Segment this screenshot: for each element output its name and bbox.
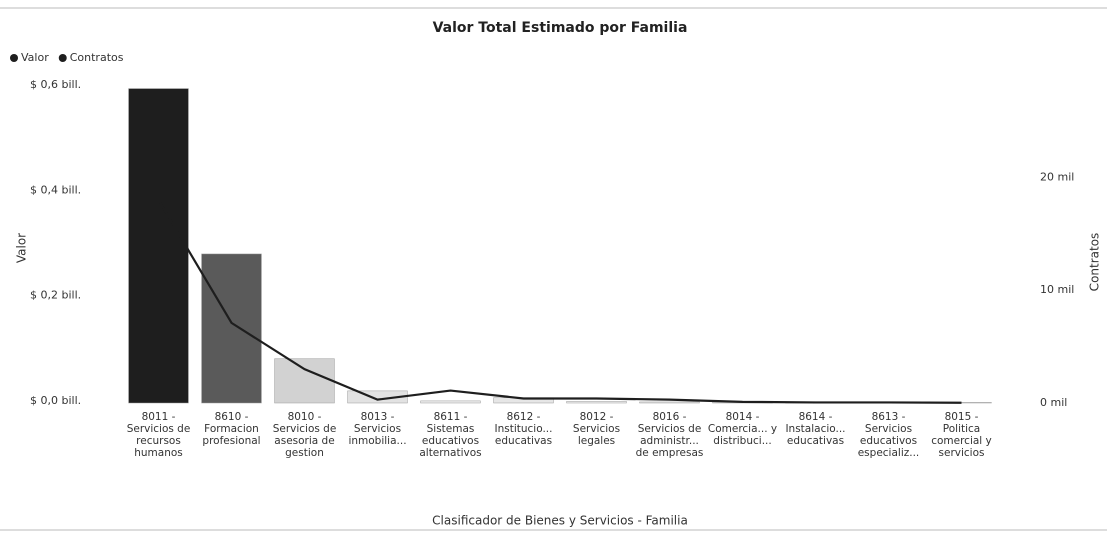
x-tick-label: 8010 - Servicios de asesoria de gestion — [272, 411, 337, 459]
y-tick-label: $ 0,4 bill. — [30, 183, 81, 196]
x-tick-label: 8614 - Instalacio... educativas — [785, 411, 846, 447]
x-axis-title: Clasificador de Bienes y Servicios - Fam… — [432, 514, 688, 528]
bar — [420, 400, 481, 404]
bar — [566, 401, 627, 404]
x-tick-label: 8014 - Comercia... y distribuci... — [707, 411, 778, 447]
legend-label: Contratos — [70, 51, 124, 64]
bar — [274, 358, 335, 404]
x-tick-label: 8612 - Institucio... educativas — [494, 411, 553, 447]
y2-axis-title: Contratos — [1088, 233, 1102, 292]
x-tick-label: 8610 - Formacion profesional — [202, 411, 261, 447]
x-tick-label: 8013 - Servicios inmobilia... — [348, 411, 407, 447]
y2-tick-label: 0 mil — [1040, 396, 1067, 409]
y2-tick-label: 20 mil — [1040, 170, 1074, 183]
x-tick-label: 8611 - Sistemas educativos alternativos — [419, 411, 482, 459]
legend-marker — [10, 54, 18, 62]
x-tick-label: 8613 - Servicios educativos especializ..… — [857, 411, 920, 459]
x-tick-label: 8011 - Servicios de recursos humanos — [126, 411, 191, 459]
line — [157, 199, 962, 404]
y-tick-label: $ 0,6 bill. — [30, 78, 81, 91]
y-axis-title: Valor — [15, 233, 29, 263]
bar — [639, 401, 700, 404]
y2-tick-label: 10 mil — [1040, 283, 1074, 296]
x-tick-label: 8016 - Servicios de administr... de empr… — [635, 411, 704, 459]
chart-title: Valor Total Estimado por Familia — [433, 20, 688, 36]
bar — [201, 253, 262, 404]
y-tick-label: $ 0,0 bill. — [30, 394, 81, 407]
legend-label: Valor — [21, 51, 49, 64]
legend-marker — [58, 54, 67, 62]
bar — [128, 88, 189, 404]
x-tick-label: 8015 - Politica comercial y servicios — [931, 411, 992, 459]
y-tick-label: $ 0,2 bill. — [30, 289, 81, 302]
x-tick-label: 8012 - Servicios legales — [572, 411, 621, 447]
